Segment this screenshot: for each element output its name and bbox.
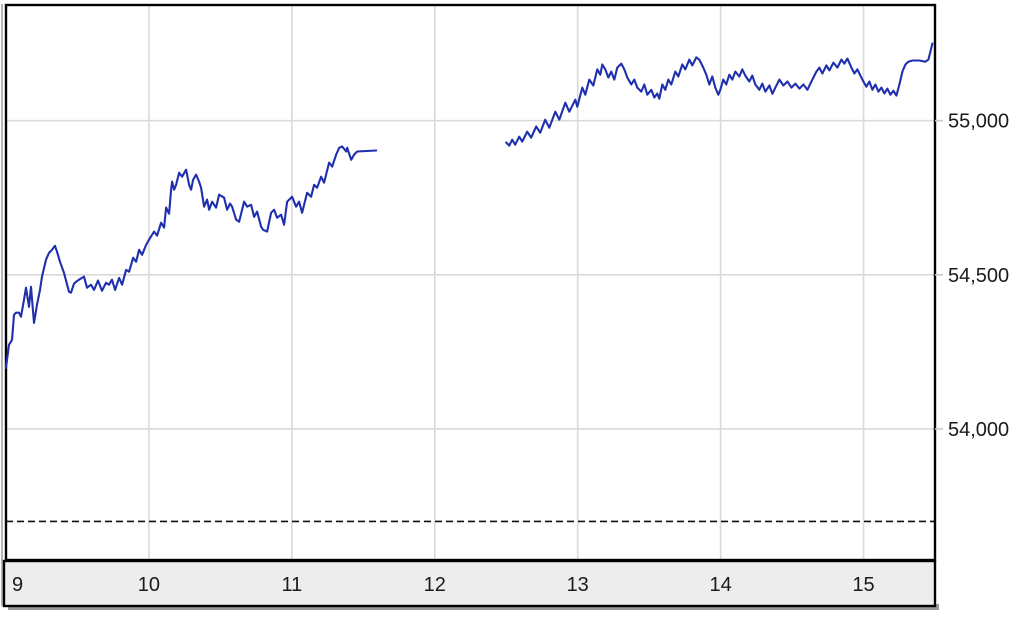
x-axis-tick-label: 11 bbox=[281, 574, 302, 596]
x-axis-tick-label: 14 bbox=[709, 574, 731, 596]
x-axis-tick-label: 10 bbox=[138, 574, 160, 596]
x-axis-tick-label: 13 bbox=[567, 574, 589, 596]
price-line-afternoon-session bbox=[505, 42, 934, 147]
plot-area bbox=[6, 5, 935, 560]
outer-edge-line bbox=[1, 4, 3, 606]
x-axis-box bbox=[2, 559, 937, 608]
price-line-morning-session bbox=[4, 145, 378, 369]
y-axis-tick-label: 54,500 bbox=[948, 265, 1009, 287]
x-axis-tick-label: 9 bbox=[12, 574, 23, 596]
y-axis-tick-label: 54,000 bbox=[948, 419, 1009, 441]
x-axis-tick-label: 15 bbox=[852, 574, 874, 596]
y-axis-tick-label: 55,000 bbox=[948, 111, 1009, 133]
x-axis-tick-label: 12 bbox=[424, 574, 446, 596]
